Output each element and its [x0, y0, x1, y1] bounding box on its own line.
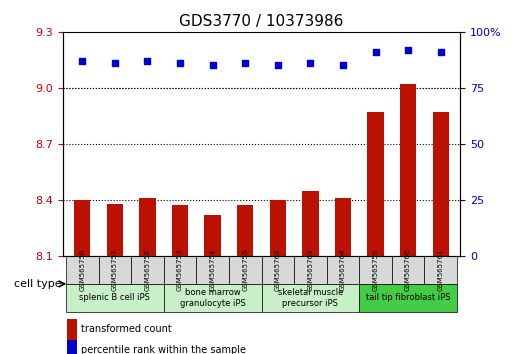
FancyBboxPatch shape: [131, 256, 164, 284]
Text: GSM565759: GSM565759: [372, 249, 379, 291]
FancyBboxPatch shape: [294, 256, 327, 284]
Bar: [270, 200, 286, 256]
FancyBboxPatch shape: [164, 256, 196, 284]
Point: [78, 58, 86, 64]
Text: bone marrow
granulocyte iPS: bone marrow granulocyte iPS: [180, 288, 245, 308]
Text: GSM565762: GSM565762: [275, 249, 281, 291]
Bar: [139, 198, 156, 256]
Text: percentile rank within the sample: percentile rank within the sample: [81, 346, 246, 354]
Text: GSM565756: GSM565756: [79, 249, 85, 291]
Point: [404, 47, 412, 53]
Point: [437, 49, 445, 55]
FancyBboxPatch shape: [359, 284, 457, 312]
Title: GDS3770 / 10373986: GDS3770 / 10373986: [179, 14, 344, 29]
FancyBboxPatch shape: [66, 256, 99, 284]
FancyBboxPatch shape: [66, 284, 164, 312]
Bar: [400, 84, 416, 256]
FancyBboxPatch shape: [327, 256, 359, 284]
Point: [111, 61, 119, 66]
Text: GSM565763: GSM565763: [308, 249, 313, 291]
Text: GSM565758: GSM565758: [144, 249, 151, 291]
Text: GSM565753: GSM565753: [177, 249, 183, 291]
Bar: [204, 215, 221, 256]
Text: transformed count: transformed count: [81, 324, 172, 335]
Point: [209, 63, 217, 68]
FancyBboxPatch shape: [424, 256, 457, 284]
Point: [176, 61, 184, 66]
Point: [143, 58, 152, 64]
Bar: [335, 198, 351, 256]
Text: GSM565755: GSM565755: [242, 249, 248, 291]
Bar: [74, 200, 90, 256]
Bar: [302, 190, 319, 256]
Text: skeletal muscle
precursor iPS: skeletal muscle precursor iPS: [278, 288, 343, 308]
Point: [241, 61, 249, 66]
Text: GSM565761: GSM565761: [438, 249, 444, 291]
FancyBboxPatch shape: [359, 256, 392, 284]
Bar: [107, 204, 123, 256]
Text: GSM565760: GSM565760: [405, 249, 411, 291]
Point: [339, 63, 347, 68]
Bar: [67, 340, 77, 354]
Text: GSM565757: GSM565757: [112, 249, 118, 291]
Point: [371, 49, 380, 55]
Text: GSM565754: GSM565754: [210, 249, 215, 291]
FancyBboxPatch shape: [262, 256, 294, 284]
Text: GSM565764: GSM565764: [340, 249, 346, 291]
FancyBboxPatch shape: [229, 256, 262, 284]
Bar: [172, 205, 188, 256]
FancyBboxPatch shape: [392, 256, 424, 284]
Bar: [433, 112, 449, 256]
Point: [306, 61, 314, 66]
Bar: [237, 205, 253, 256]
FancyBboxPatch shape: [196, 256, 229, 284]
Point: [274, 63, 282, 68]
Bar: [367, 112, 384, 256]
Text: splenic B cell iPS: splenic B cell iPS: [79, 293, 150, 302]
FancyBboxPatch shape: [99, 256, 131, 284]
Text: tail tip fibroblast iPS: tail tip fibroblast iPS: [366, 293, 450, 302]
Text: cell type: cell type: [14, 279, 61, 289]
FancyBboxPatch shape: [262, 284, 359, 312]
FancyBboxPatch shape: [164, 284, 262, 312]
Bar: [67, 319, 77, 343]
